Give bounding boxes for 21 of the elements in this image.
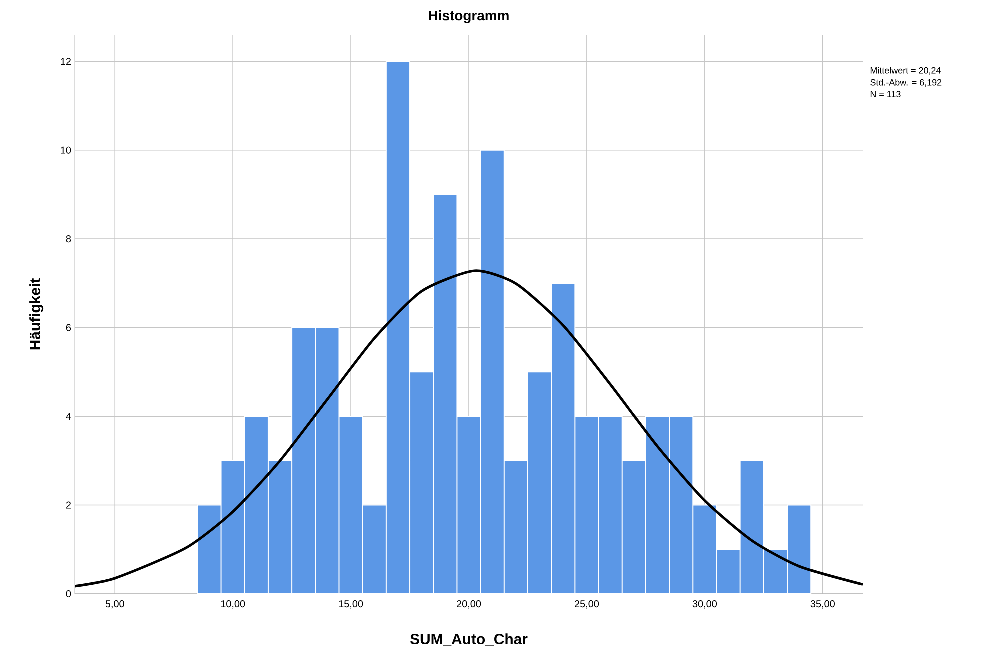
text: Std.-Abw. = 6,192 (870, 79, 942, 87)
y-tick-label: 2 (66, 502, 71, 509)
x-tick-label: 35,00 (810, 600, 835, 609)
y-tick-label: 12 (61, 58, 71, 66)
x-tick-label: 10,00 (221, 600, 246, 609)
y-tick-label: 4 (66, 413, 72, 420)
x-tick-label: 5,00 (106, 600, 124, 609)
y-tick-label: 10 (61, 146, 72, 154)
line-series (75, 270, 864, 588)
y-tick-label: 0 (66, 590, 72, 598)
x-tick-label: 20,00 (457, 600, 482, 609)
y-tick-label: 6 (66, 324, 72, 332)
x-tick-label: 15,00 (339, 600, 364, 609)
text: Mittelwert = 20,24 (870, 67, 941, 75)
text: N = 113 (870, 91, 901, 98)
x-axis-title: SUM_Auto_Char (410, 634, 528, 646)
x-tick-label: 25,00 (575, 600, 600, 609)
y-tick-label: 8 (66, 236, 72, 243)
chart-title: Histogramm (429, 10, 509, 24)
x-tick-label: 30,00 (692, 600, 718, 609)
y-axis-title: Häufigkeit (30, 278, 44, 350)
